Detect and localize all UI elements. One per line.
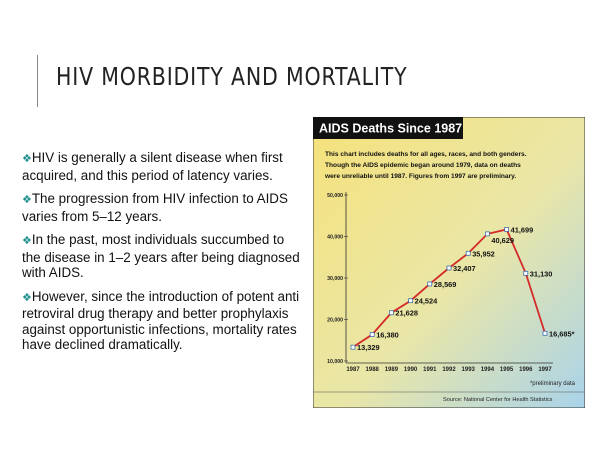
data-label: 24,524 bbox=[415, 297, 438, 306]
chart-background bbox=[313, 117, 585, 408]
data-point bbox=[465, 250, 471, 256]
chart-header bbox=[313, 117, 463, 139]
data-label: 35,952 bbox=[472, 249, 495, 258]
data-point bbox=[485, 231, 490, 237]
x-tick-label: 1989 bbox=[385, 367, 399, 373]
bullet: However, since the introduction of poten… bbox=[22, 289, 304, 353]
y-tick-label: 40,000 bbox=[327, 235, 343, 241]
x-tick-label: 1988 bbox=[366, 367, 380, 373]
y-tick-label: 30,000 bbox=[327, 276, 343, 282]
x-tick-label: 1990 bbox=[404, 367, 418, 373]
x-tick-label: 1997 bbox=[538, 367, 552, 373]
chart-description: Though the AIDS epidemic began around 19… bbox=[325, 162, 521, 169]
chart: AIDS Deaths Since 1987 *preliminary data… bbox=[313, 117, 585, 408]
bullet-list: HIV is generally a silent disease when f… bbox=[22, 150, 304, 361]
y-tick-label: 50,000 bbox=[327, 193, 343, 199]
data-label: 40,629 bbox=[491, 236, 514, 245]
bullet: The progression from HIV infection to AI… bbox=[22, 191, 304, 224]
data-point bbox=[542, 330, 548, 336]
data-label: 16,685* bbox=[549, 329, 575, 338]
data-point bbox=[427, 281, 433, 287]
data-label: 21,628 bbox=[395, 309, 418, 318]
bullet: HIV is generally a silent disease when f… bbox=[22, 150, 304, 183]
y-tick-label: 10,000 bbox=[327, 359, 343, 365]
data-point bbox=[523, 270, 529, 276]
source: Source: National Center for Health Stati… bbox=[443, 397, 553, 403]
x-tick-label: 1995 bbox=[500, 367, 514, 373]
y-tick-label: 20,000 bbox=[327, 318, 343, 324]
data-point bbox=[408, 298, 413, 304]
data-point bbox=[504, 227, 509, 232]
chart-description: were unreliable until 1987. Figures from… bbox=[324, 173, 516, 180]
data-label: 41,699 bbox=[511, 225, 534, 234]
chart-description: This chart includes deaths for all ages,… bbox=[325, 151, 527, 158]
footnote: *preliminary data bbox=[530, 381, 576, 387]
data-point bbox=[369, 332, 375, 337]
x-tick-label: 1994 bbox=[481, 367, 495, 373]
x-tick-label: 1991 bbox=[423, 367, 437, 373]
data-label: 31,130 bbox=[530, 269, 553, 278]
data-point bbox=[389, 310, 394, 316]
chart-title: AIDS Deaths Since 1987 bbox=[319, 122, 462, 136]
data-point bbox=[350, 344, 356, 350]
title-rule bbox=[37, 55, 38, 107]
x-tick-label: 1987 bbox=[346, 367, 360, 373]
data-label: 28,569 bbox=[434, 280, 457, 289]
x-tick-label: 1992 bbox=[442, 367, 456, 373]
x-tick-label: 1996 bbox=[519, 367, 533, 373]
bullet: In the past, most individuals succumbed … bbox=[22, 232, 304, 281]
data-point bbox=[446, 265, 452, 271]
data-label: 32,407 bbox=[453, 264, 476, 273]
data-label: 16,380 bbox=[376, 331, 399, 340]
slide-title: HIV MORBIDITY AND MORTALITY bbox=[56, 62, 408, 91]
x-tick-label: 1993 bbox=[462, 367, 476, 373]
data-label: 13,329 bbox=[357, 343, 380, 352]
